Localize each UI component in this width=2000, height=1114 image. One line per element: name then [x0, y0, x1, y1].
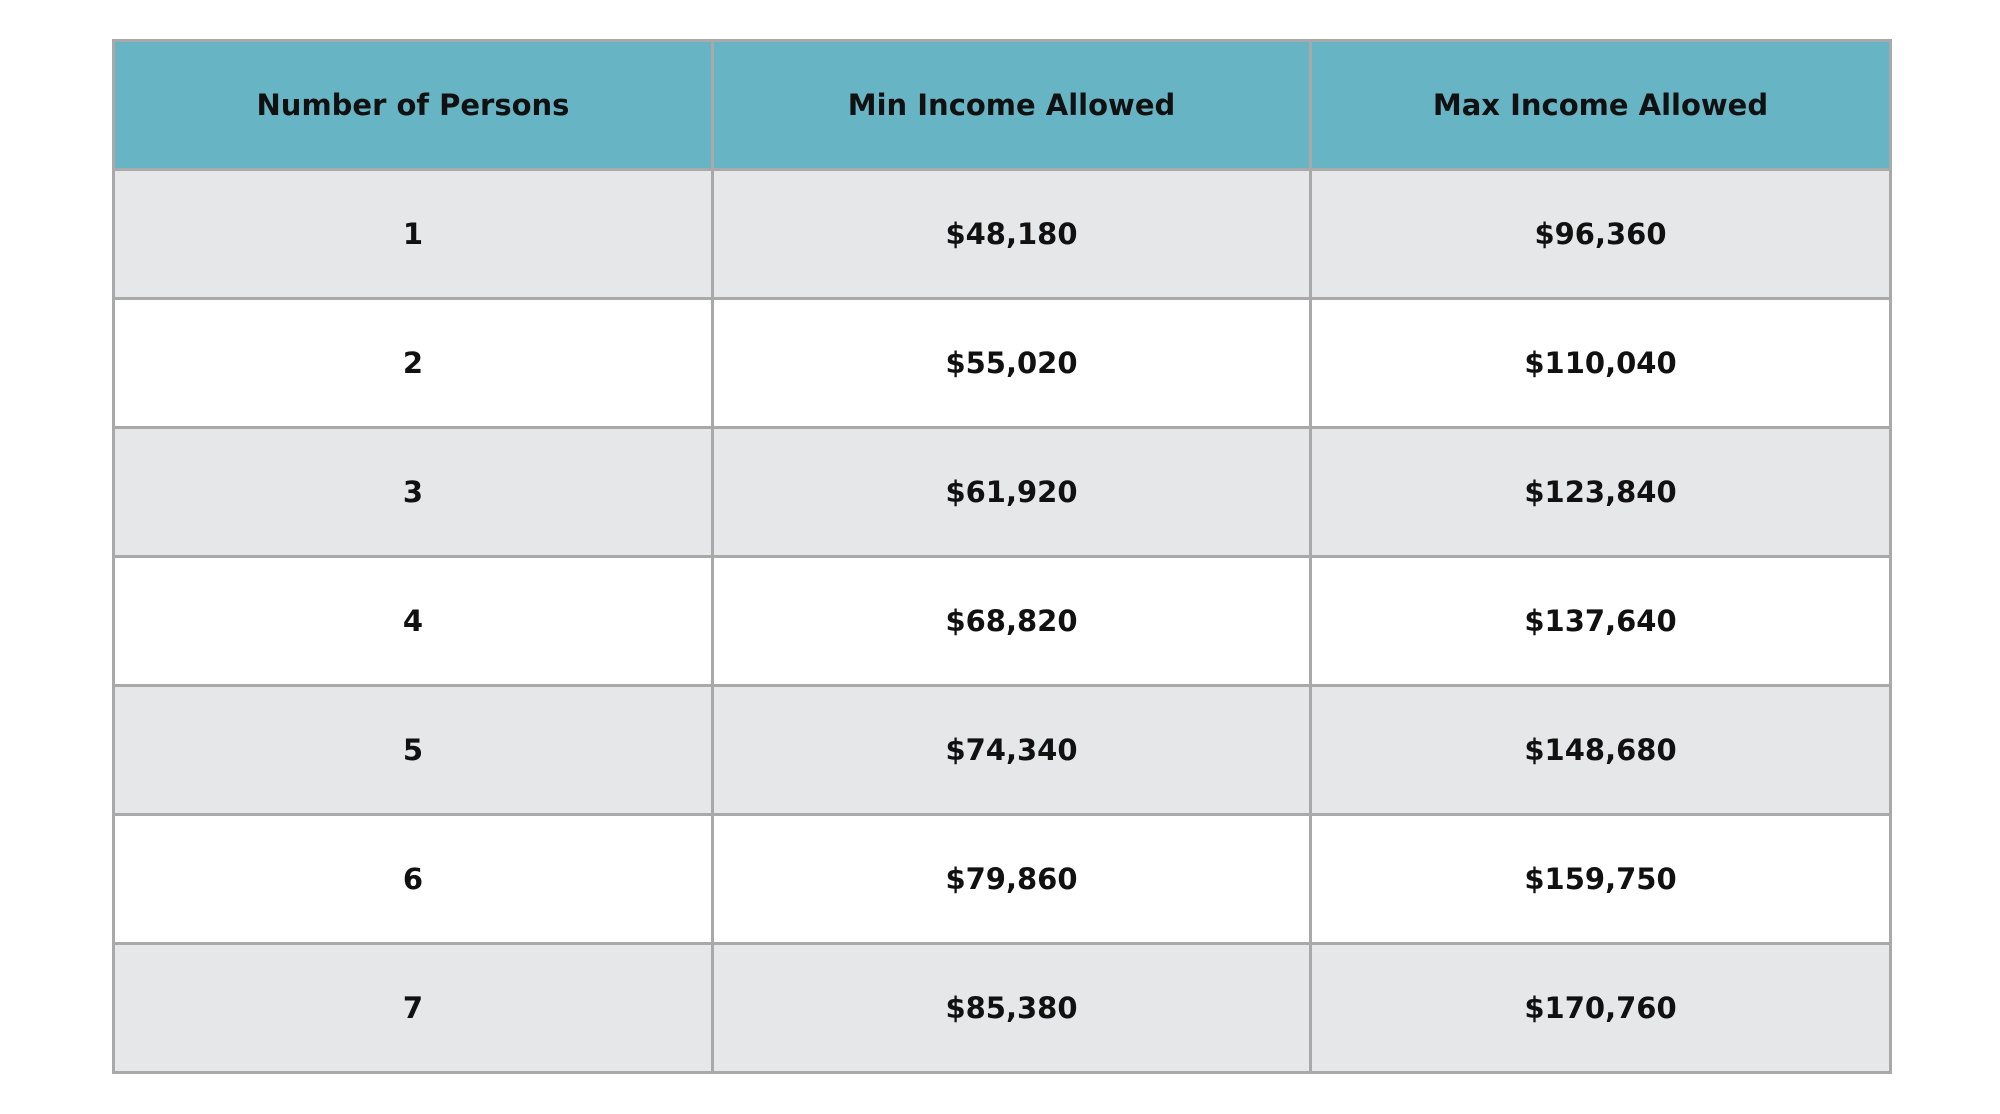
- income-table: Number of Persons Min Income Allowed Max…: [112, 39, 1892, 1074]
- table-cell: 4: [112, 555, 714, 687]
- table-row: 6 $79,860 $159,750: [112, 813, 1892, 945]
- header-cell: Max Income Allowed: [1309, 39, 1892, 171]
- table-row: 7 $85,380 $170,760: [112, 942, 1892, 1074]
- table-cell: $159,750: [1309, 813, 1892, 945]
- table-cell: $74,340: [711, 684, 1312, 816]
- table-cell: $137,640: [1309, 555, 1892, 687]
- table-row: 2 $55,020 $110,040: [112, 297, 1892, 429]
- table-row: 5 $74,340 $148,680: [112, 684, 1892, 816]
- table-cell: $170,760: [1309, 942, 1892, 1074]
- table-row: 3 $61,920 $123,840: [112, 426, 1892, 558]
- table-cell: $123,840: [1309, 426, 1892, 558]
- table-cell: $48,180: [711, 168, 1312, 300]
- table-row: 1 $48,180 $96,360: [112, 168, 1892, 300]
- table-cell: $61,920: [711, 426, 1312, 558]
- table-cell: $85,380: [711, 942, 1312, 1074]
- header-cell: Min Income Allowed: [711, 39, 1312, 171]
- table-cell: $68,820: [711, 555, 1312, 687]
- table-cell: 1: [112, 168, 714, 300]
- table-body: 1 $48,180 $96,360 2 $55,020 $110,040 3 $61,920 $…: [112, 168, 1892, 1074]
- table-cell: $55,020: [711, 297, 1312, 429]
- header-row: Number of Persons Min Income Allowed Max…: [112, 39, 1892, 171]
- table-cell: 6: [112, 813, 714, 945]
- table-row: 4 $68,820 $137,640: [112, 555, 1892, 687]
- table-cell: $79,860: [711, 813, 1312, 945]
- table-cell: 3: [112, 426, 714, 558]
- table-cell: 2: [112, 297, 714, 429]
- table-cell: 5: [112, 684, 714, 816]
- table-cell: $148,680: [1309, 684, 1892, 816]
- table-cell: $110,040: [1309, 297, 1892, 429]
- table-head: Number of Persons Min Income Allowed Max…: [112, 39, 1892, 171]
- table-cell: $96,360: [1309, 168, 1892, 300]
- table-cell: 7: [112, 942, 714, 1074]
- header-cell: Number of Persons: [112, 39, 714, 171]
